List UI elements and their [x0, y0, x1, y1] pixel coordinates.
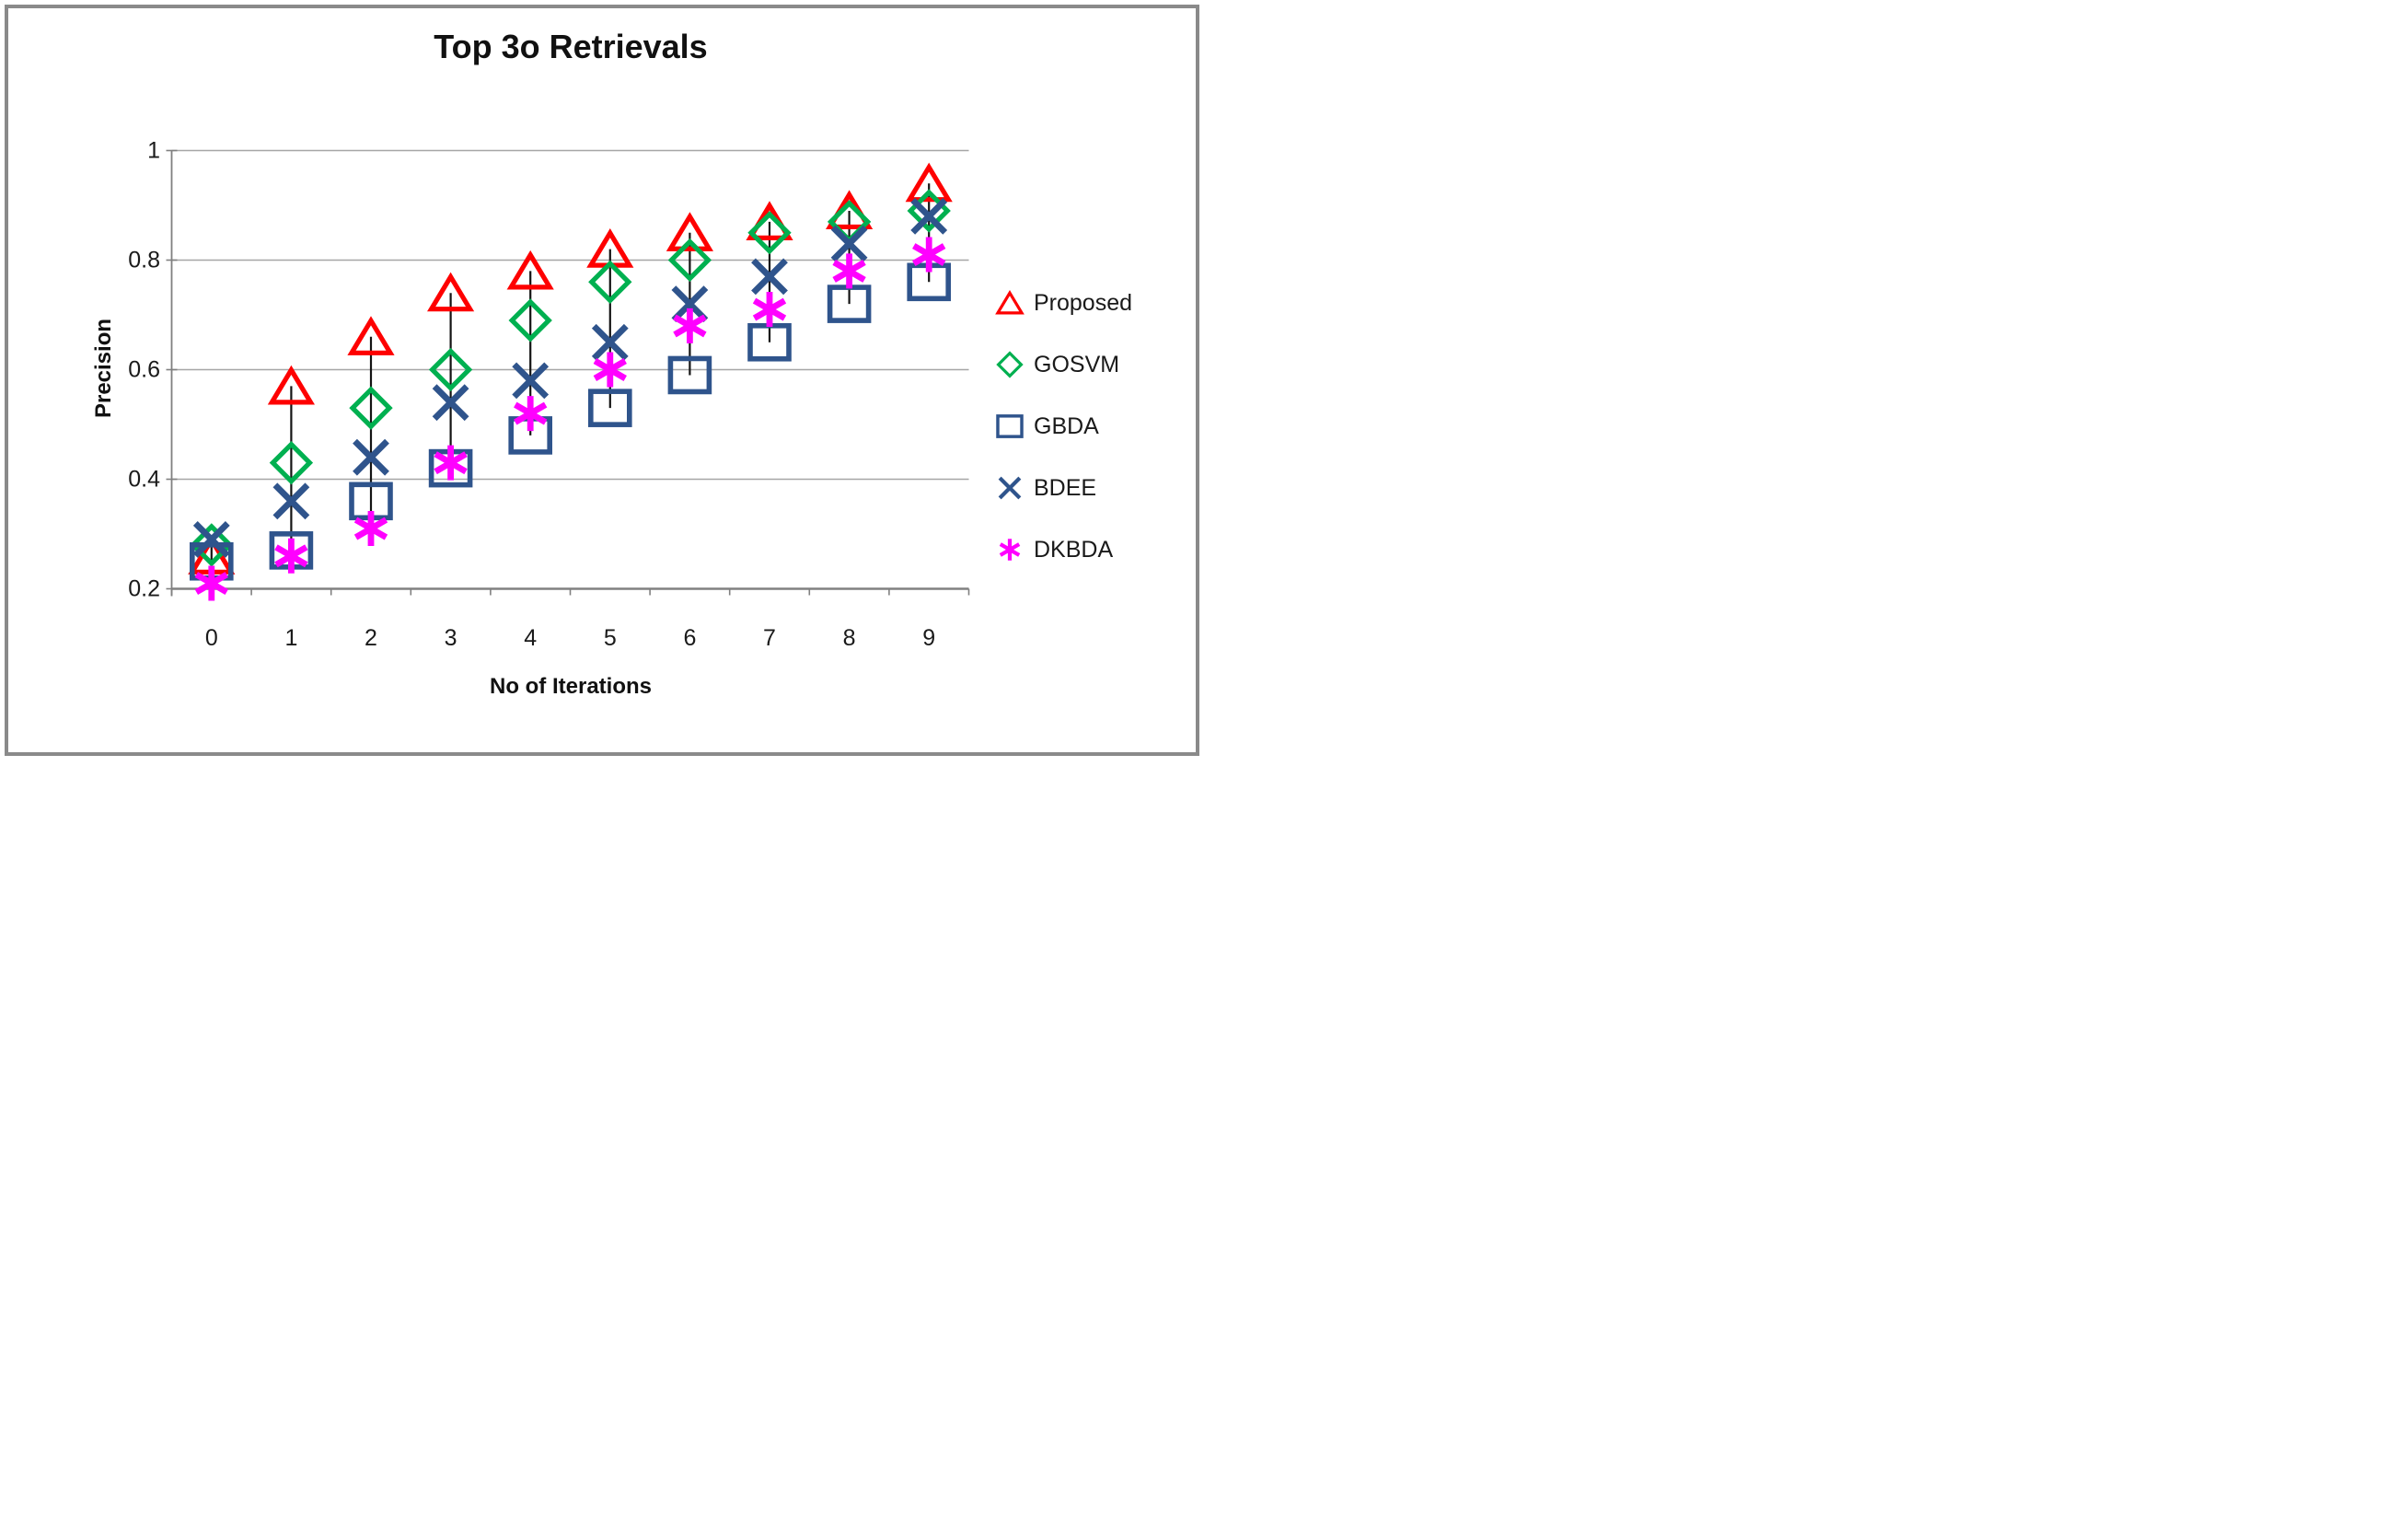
legend-label: GOSVM — [1034, 351, 1120, 377]
marker-x — [830, 225, 868, 262]
star6-icon — [999, 539, 1021, 561]
marker-x — [910, 197, 948, 235]
marker-diamond — [508, 298, 552, 343]
marker-diamond — [349, 386, 393, 430]
marker-diamond — [269, 440, 314, 485]
x-icon — [998, 476, 1022, 500]
legend-item-dkbda: DKBDA — [994, 534, 1132, 565]
y-tick-label: 0.6 — [128, 357, 160, 383]
marker-x — [751, 258, 788, 296]
marker-star6 — [912, 237, 946, 273]
marker-star6 — [434, 445, 468, 481]
marker-x — [998, 476, 1022, 500]
y-tick-label: 0.2 — [128, 576, 160, 602]
legend-label: Proposed — [1034, 289, 1133, 316]
marker-diamond — [996, 351, 1024, 378]
x-tick-label: 0 — [205, 625, 218, 651]
marker-triangle — [995, 290, 1025, 315]
x-tick-label: 1 — [284, 625, 297, 651]
marker-x — [353, 438, 389, 476]
marker-star6 — [832, 253, 866, 289]
marker-diamond — [747, 211, 792, 255]
marker-triangle — [347, 316, 395, 355]
marker-square — [587, 389, 632, 427]
marker-triangle — [427, 272, 475, 312]
marker-triangle — [666, 212, 713, 251]
legend-label: DKBDA — [1034, 536, 1114, 563]
marker-x — [272, 482, 310, 520]
legend: Proposed GOSVM GBDA BDEE DKBDA — [994, 287, 1132, 565]
x-tick-label: 3 — [445, 625, 457, 651]
x-tick-label: 5 — [604, 625, 617, 651]
triangle-icon — [995, 290, 1025, 315]
marker-square — [667, 355, 712, 395]
marker-star6 — [514, 396, 548, 432]
marker-square — [996, 414, 1024, 438]
y-tick-label: 0.4 — [128, 467, 160, 493]
marker-triangle — [506, 250, 554, 290]
legend-item-gosvm: GOSVM — [994, 349, 1132, 380]
marker-x — [512, 362, 550, 400]
y-tick-label: 0.8 — [128, 248, 160, 273]
marker-star6 — [999, 539, 1021, 561]
x-tick-label: 7 — [763, 625, 776, 651]
diamond-icon — [996, 351, 1024, 378]
marker-diamond — [667, 238, 712, 283]
legend-item-proposed: Proposed — [994, 287, 1132, 319]
marker-x — [192, 521, 230, 558]
chart-title: Top 3o Retrievals — [434, 28, 708, 65]
legend-item-bdee: BDEE — [994, 472, 1132, 504]
marker-star6 — [673, 308, 707, 343]
figure: Top 3o Retrievals Precision 1 0.8 0.6 0.4 0.… — [0, 0, 1204, 760]
legend-item-gbda: GBDA — [994, 411, 1132, 442]
x-tick-label: 2 — [365, 625, 377, 651]
x-tick-label: 4 — [524, 625, 537, 651]
marker-x — [432, 384, 469, 422]
marker-star6 — [353, 511, 388, 547]
plot-canvas: 1 0.8 0.6 0.4 0.2 0 1 2 3 4 5 6 7 8 9 — [128, 138, 970, 651]
marker-x — [671, 285, 709, 323]
x-tick-label: 9 — [922, 625, 935, 651]
figure-border — [5, 5, 1199, 756]
marker-diamond — [190, 523, 234, 567]
x-tick-label: 8 — [843, 625, 856, 651]
marker-triangle — [905, 162, 953, 203]
legend-label: BDEE — [1034, 474, 1097, 501]
marker-diamond — [588, 260, 632, 304]
marker-diamond — [428, 347, 473, 392]
y-tick-label: 1 — [147, 138, 160, 164]
legend-label: GBDA — [1034, 412, 1099, 439]
marker-star6 — [752, 292, 787, 328]
square-icon — [996, 414, 1024, 438]
x-axis-title: No of Iterations — [489, 674, 652, 699]
marker-star6 — [593, 352, 627, 388]
marker-x — [591, 323, 629, 361]
marker-star6 — [194, 565, 228, 601]
x-tick-label: 6 — [683, 625, 696, 651]
marker-triangle — [267, 365, 315, 405]
marker-star6 — [274, 538, 308, 574]
